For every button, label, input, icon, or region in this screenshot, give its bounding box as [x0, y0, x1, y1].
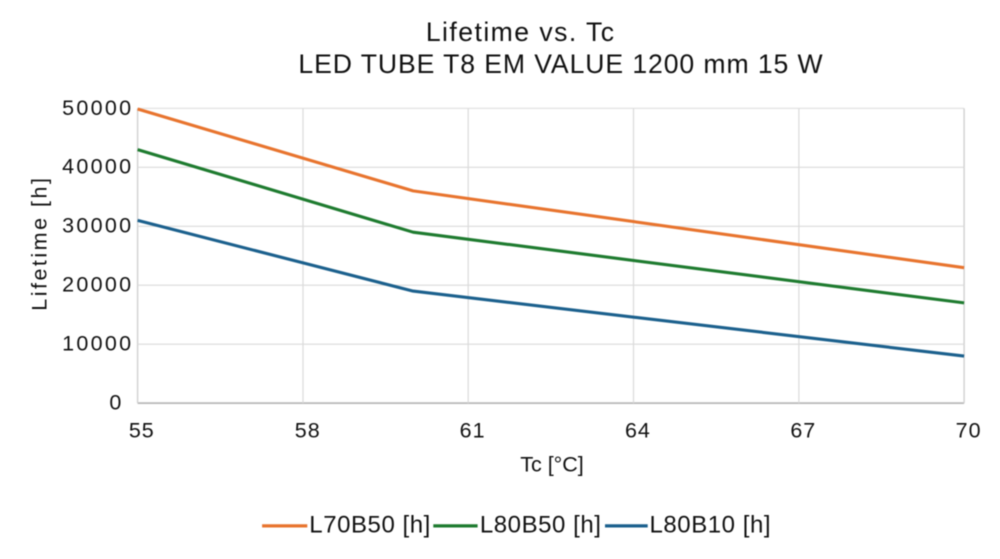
svg-text:40000: 40000: [62, 155, 133, 179]
svg-text:50000: 50000: [62, 96, 133, 120]
svg-text:20000: 20000: [62, 273, 133, 297]
svg-text:0: 0: [109, 391, 121, 415]
svg-text:Lifetime vs. Tc: Lifetime vs. Tc: [426, 17, 616, 47]
svg-text:10000: 10000: [62, 332, 133, 356]
svg-text:Lifetime [h]: Lifetime [h]: [28, 176, 52, 311]
svg-text:L80B50 [h]: L80B50 [h]: [480, 512, 602, 539]
svg-text:67: 67: [790, 419, 816, 443]
svg-text:55: 55: [129, 419, 155, 443]
svg-text:58: 58: [295, 419, 321, 443]
svg-text:64: 64: [625, 419, 651, 443]
svg-text:70: 70: [956, 419, 982, 443]
svg-text:L80B10 [h]: L80B10 [h]: [650, 512, 772, 539]
svg-text:L70B50 [h]: L70B50 [h]: [309, 512, 431, 539]
svg-text:61: 61: [460, 419, 486, 443]
svg-text:LED TUBE T8 EM VALUE 1200 mm 1: LED TUBE T8 EM VALUE 1200 mm 15 W: [298, 49, 823, 79]
svg-text:30000: 30000: [62, 214, 133, 238]
svg-text:Tc [°C]: Tc [°C]: [520, 453, 584, 477]
